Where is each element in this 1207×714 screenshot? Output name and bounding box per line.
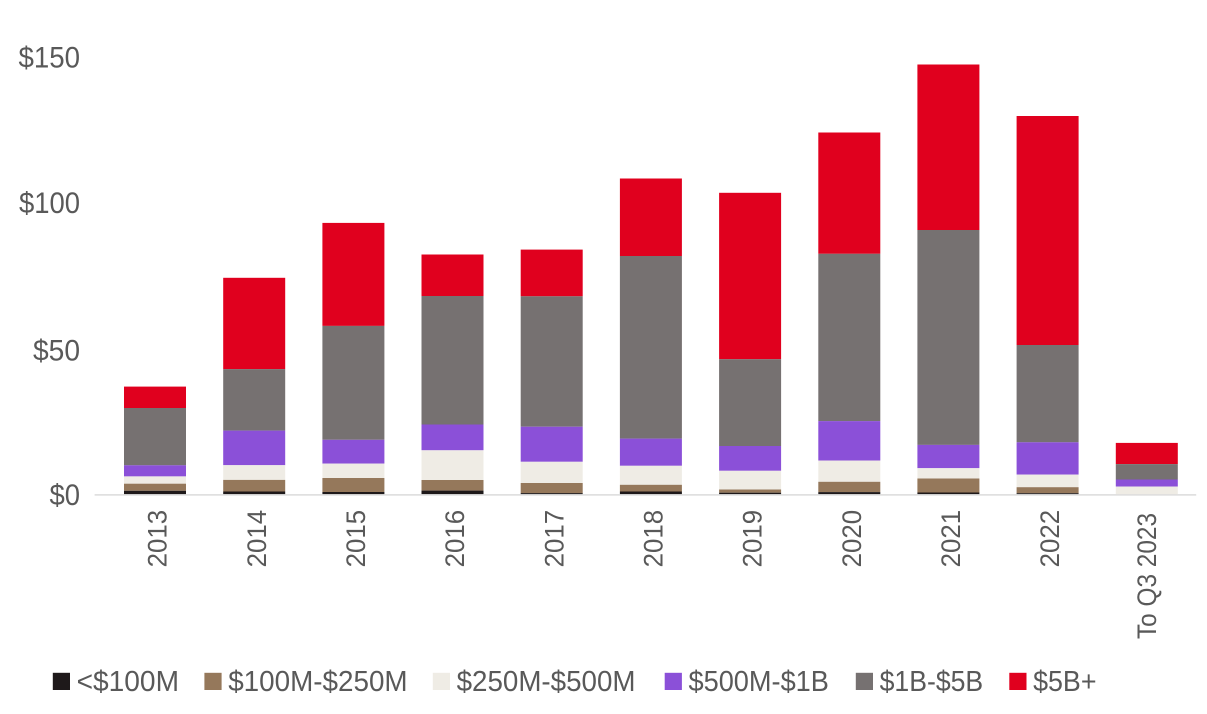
- svg-text:To Q3 2023: To Q3 2023: [1132, 513, 1162, 639]
- svg-text:2021: 2021: [936, 510, 966, 568]
- svg-text:$500M-$1B: $500M-$1B: [689, 666, 829, 698]
- svg-text:2022: 2022: [1035, 510, 1065, 568]
- svg-text:$100M-$250M: $100M-$250M: [228, 666, 407, 698]
- svg-text:2015: 2015: [341, 510, 371, 568]
- svg-text:$1B-$5B: $1B-$5B: [880, 666, 984, 698]
- svg-text:$250M-$500M: $250M-$500M: [457, 666, 636, 698]
- svg-text:2018: 2018: [639, 510, 669, 568]
- svg-text:$150: $150: [19, 42, 81, 75]
- svg-text:$50: $50: [33, 335, 80, 368]
- svg-text:2014: 2014: [242, 510, 272, 568]
- svg-text:<$100M: <$100M: [77, 666, 179, 698]
- svg-text:2016: 2016: [440, 510, 470, 568]
- svg-text:$100: $100: [19, 187, 80, 220]
- svg-text:$5B+: $5B+: [1033, 666, 1096, 698]
- svg-text:2019: 2019: [738, 510, 768, 568]
- svg-text:2020: 2020: [837, 510, 867, 568]
- svg-text:2017: 2017: [539, 510, 569, 568]
- svg-text:$0: $0: [50, 479, 81, 512]
- svg-text:2013: 2013: [143, 510, 173, 568]
